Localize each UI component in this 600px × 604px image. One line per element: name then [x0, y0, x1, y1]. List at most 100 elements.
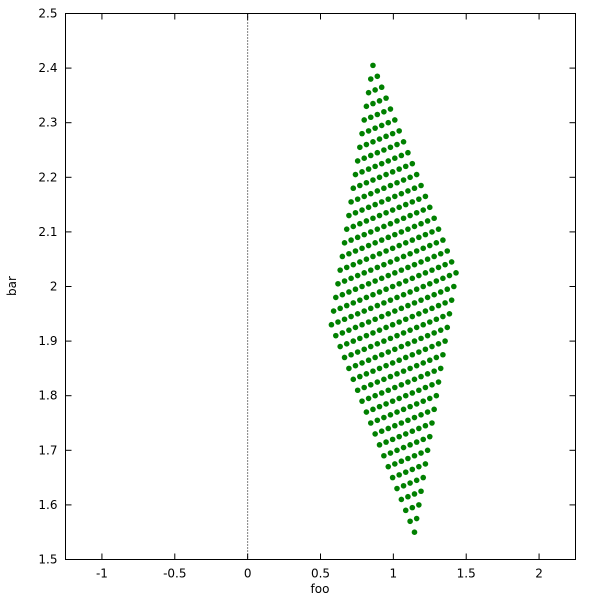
data-point [413, 439, 420, 445]
data-point [429, 305, 435, 312]
data-point [370, 330, 376, 336]
data-point [398, 458, 405, 465]
data-point [396, 242, 402, 249]
data-point [385, 463, 392, 470]
data-point [359, 245, 365, 252]
data-point [431, 291, 437, 298]
data-point [416, 463, 422, 470]
data-point [405, 379, 411, 385]
data-point [372, 431, 378, 437]
data-point [409, 160, 416, 167]
data-point [407, 289, 413, 295]
data-point [422, 461, 429, 467]
data-point [385, 272, 392, 279]
data-point [407, 327, 413, 333]
data-point [405, 302, 411, 309]
data-point [357, 297, 363, 303]
data-point [411, 185, 418, 192]
data-point [433, 278, 440, 284]
data-point [383, 324, 389, 331]
x-tick-label: -1 [96, 567, 108, 581]
data-point [424, 332, 431, 339]
data-point [383, 401, 389, 407]
data-point [374, 226, 381, 232]
data-point [416, 311, 422, 317]
y-tick-label: 2.1 [38, 225, 57, 239]
data-point [383, 133, 389, 140]
data-point [431, 215, 437, 222]
data-point [387, 106, 394, 112]
data-point [431, 253, 437, 260]
data-point [433, 392, 440, 399]
data-point [370, 177, 376, 183]
data-point [378, 84, 385, 91]
data-point [407, 480, 413, 486]
data-point [444, 286, 451, 293]
data-point [411, 491, 418, 497]
data-point [376, 442, 383, 448]
data-point [387, 412, 394, 418]
data-point [405, 417, 411, 424]
data-point [376, 174, 383, 181]
data-point [335, 319, 341, 325]
data-point [359, 283, 365, 290]
data-point [385, 425, 392, 432]
data-point [394, 141, 400, 148]
data-point [437, 289, 444, 295]
data-point [426, 242, 433, 249]
data-point [352, 362, 359, 369]
y-tick-label: 1.9 [38, 334, 57, 348]
data-point [363, 294, 370, 301]
data-point [446, 272, 453, 279]
data-point [420, 283, 427, 290]
data-point [402, 354, 409, 361]
data-point [333, 332, 339, 339]
data-point [385, 234, 392, 241]
data-point [392, 308, 398, 314]
data-point [381, 261, 387, 268]
data-point [448, 259, 455, 265]
data-point [424, 256, 431, 263]
data-point [367, 76, 374, 82]
data-point [370, 253, 376, 260]
data-point [370, 215, 376, 222]
data-point [398, 229, 405, 235]
data-point [418, 450, 424, 456]
data-point [420, 360, 427, 366]
data-point [416, 502, 422, 508]
data-point [392, 346, 398, 353]
data-point [392, 155, 398, 161]
data-point [354, 311, 361, 317]
data-point [394, 447, 400, 454]
data-point [411, 452, 418, 459]
data-point [378, 428, 385, 434]
data-point [437, 327, 444, 333]
data-point [429, 343, 435, 350]
data-point [337, 267, 343, 273]
data-point [352, 209, 359, 216]
data-point [383, 286, 389, 293]
data-point [346, 289, 352, 295]
data-point [372, 316, 378, 323]
data-point [409, 199, 416, 205]
data-point [396, 357, 402, 364]
data-point [359, 169, 365, 175]
data-point [365, 128, 372, 134]
data-point [389, 130, 396, 137]
data-point [372, 354, 378, 361]
data-point [405, 341, 411, 347]
data-point [381, 185, 387, 192]
data-point [400, 444, 407, 451]
data-point [348, 351, 354, 358]
data-point [333, 294, 339, 301]
data-point [424, 294, 431, 301]
data-point [367, 343, 374, 350]
data-point [418, 297, 424, 303]
data-point [354, 234, 361, 241]
data-point [346, 327, 352, 333]
data-point [385, 158, 392, 164]
data-point [389, 474, 396, 481]
data-point [378, 237, 385, 243]
data-point [416, 349, 422, 355]
